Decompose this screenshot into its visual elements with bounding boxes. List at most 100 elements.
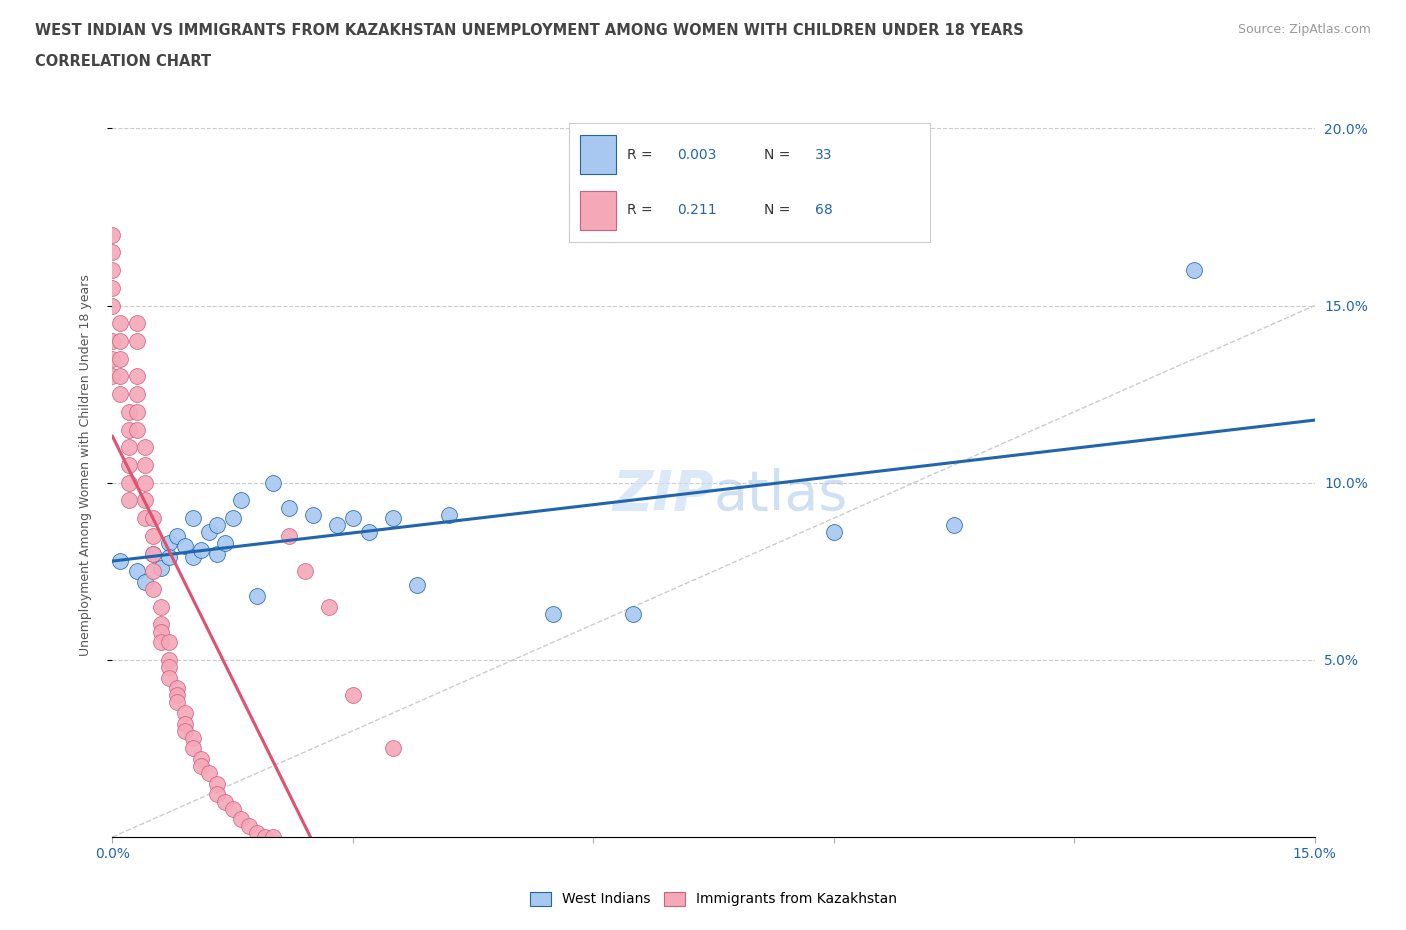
- Point: [190, 542, 212, 557]
- Point: [117, 493, 139, 508]
- Point: [134, 575, 156, 590]
- Point: [149, 617, 172, 631]
- Y-axis label: Unemployment Among Women with Children Under 18 years: Unemployment Among Women with Children U…: [79, 274, 91, 656]
- Point: [101, 262, 124, 277]
- Text: WEST INDIAN VS IMMIGRANTS FROM KAZAKHSTAN UNEMPLOYMENT AMONG WOMEN WITH CHILDREN: WEST INDIAN VS IMMIGRANTS FROM KAZAKHSTA…: [35, 23, 1024, 38]
- Point: [406, 578, 429, 593]
- Point: [125, 422, 148, 437]
- Text: ZIP: ZIP: [612, 468, 713, 522]
- Point: [326, 518, 349, 533]
- Point: [205, 777, 228, 791]
- Point: [110, 387, 132, 402]
- Point: [125, 369, 148, 384]
- Point: [942, 518, 965, 533]
- Point: [117, 405, 139, 419]
- Point: [205, 518, 228, 533]
- Point: [190, 751, 212, 766]
- Point: [134, 475, 156, 490]
- Point: [214, 794, 236, 809]
- Point: [253, 830, 276, 844]
- Point: [166, 528, 188, 543]
- Point: [134, 440, 156, 455]
- Point: [101, 281, 124, 296]
- Point: [229, 493, 252, 508]
- Point: [1184, 262, 1206, 277]
- Point: [101, 227, 124, 242]
- Point: [190, 759, 212, 774]
- Point: [149, 624, 172, 639]
- Point: [149, 560, 172, 575]
- Point: [173, 706, 195, 721]
- Point: [246, 589, 269, 604]
- Point: [101, 299, 124, 313]
- Point: [277, 500, 299, 515]
- Point: [141, 546, 163, 561]
- Point: [117, 475, 139, 490]
- Point: [222, 802, 245, 817]
- Point: [134, 493, 156, 508]
- Point: [117, 458, 139, 472]
- Point: [302, 507, 325, 522]
- Point: [357, 525, 380, 539]
- Point: [246, 826, 269, 841]
- Point: [117, 440, 139, 455]
- Point: [214, 536, 236, 551]
- Point: [238, 819, 260, 834]
- Point: [621, 606, 644, 621]
- Point: [134, 458, 156, 472]
- Point: [141, 581, 163, 596]
- Point: [134, 511, 156, 525]
- Point: [149, 599, 172, 614]
- Point: [101, 245, 124, 259]
- Point: [157, 653, 180, 668]
- Point: [543, 606, 565, 621]
- Point: [294, 564, 316, 578]
- Point: [277, 528, 299, 543]
- Point: [173, 716, 195, 731]
- Point: [181, 730, 204, 745]
- Point: [157, 671, 180, 685]
- Point: [173, 724, 195, 738]
- Point: [181, 511, 204, 525]
- Point: [110, 334, 132, 349]
- Point: [157, 536, 180, 551]
- Point: [205, 787, 228, 802]
- Point: [110, 553, 132, 568]
- Text: Source: ZipAtlas.com: Source: ZipAtlas.com: [1237, 23, 1371, 36]
- Point: [262, 475, 284, 490]
- Point: [262, 830, 284, 844]
- Point: [437, 507, 460, 522]
- Point: [149, 634, 172, 649]
- Point: [101, 369, 124, 384]
- Point: [166, 681, 188, 696]
- Point: [141, 546, 163, 561]
- Point: [166, 688, 188, 703]
- Point: [173, 539, 195, 554]
- Point: [101, 352, 124, 366]
- Point: [318, 599, 340, 614]
- Point: [110, 316, 132, 331]
- Point: [342, 688, 364, 703]
- Text: atlas: atlas: [713, 468, 848, 522]
- Point: [181, 550, 204, 565]
- Point: [197, 765, 219, 780]
- Point: [222, 511, 245, 525]
- Point: [117, 422, 139, 437]
- Point: [110, 352, 132, 366]
- Point: [141, 528, 163, 543]
- Point: [110, 369, 132, 384]
- Point: [125, 387, 148, 402]
- Point: [125, 405, 148, 419]
- Point: [125, 334, 148, 349]
- Point: [181, 741, 204, 756]
- Point: [101, 334, 124, 349]
- Point: [342, 511, 364, 525]
- Point: [141, 564, 163, 578]
- Point: [382, 741, 405, 756]
- Point: [205, 546, 228, 561]
- Point: [382, 511, 405, 525]
- Point: [125, 564, 148, 578]
- Point: [157, 659, 180, 674]
- Point: [166, 695, 188, 710]
- Point: [823, 525, 845, 539]
